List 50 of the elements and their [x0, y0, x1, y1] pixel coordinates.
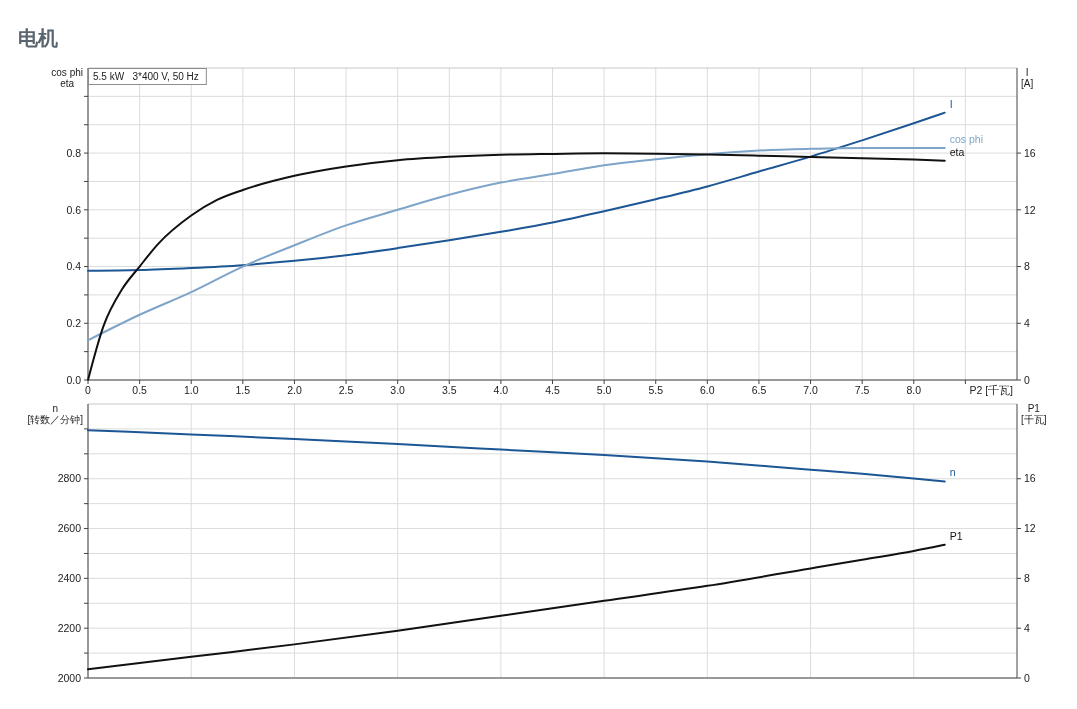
y-tick-label: 0.4: [66, 260, 82, 273]
y2-tick-label: 12: [1024, 522, 1036, 535]
y-tick-label: 0.0: [66, 373, 82, 386]
chart-title: 电机: [18, 27, 58, 49]
series-label: eta: [949, 145, 965, 158]
x-tick-label: 0.5: [132, 384, 148, 396]
x-tick-label: 1.0: [183, 384, 199, 396]
x-tick-label: 4.0: [493, 384, 509, 396]
y2-axis-title: I [A]: [1021, 67, 1034, 89]
y2-tick-label: 12: [1024, 203, 1036, 216]
y2-tick-label: 8: [1024, 260, 1030, 273]
x-tick-label: 5.0: [596, 384, 612, 396]
y-tick-label: 2800: [57, 472, 82, 485]
y-tick-label: 2200: [57, 621, 82, 634]
x-tick-label: 6.0: [700, 384, 715, 396]
annotation: 5.5 kW 3*400 V, 50 Hz: [93, 71, 199, 82]
x-tick-label: 4.5: [545, 384, 560, 396]
y2-tick-label: 4: [1024, 316, 1030, 329]
x-tick-label: 2.0: [287, 384, 302, 396]
x-tick-label: 2.5: [338, 384, 354, 396]
y2-tick-label: 8: [1024, 572, 1030, 585]
x-tick-label: 7.5: [854, 384, 870, 396]
series-label: P1: [949, 529, 963, 542]
y2-axis-title: P1 [千瓦]: [1021, 403, 1047, 425]
y-tick-label: 0.6: [66, 203, 82, 216]
series-label: cos phi: [949, 132, 984, 145]
y-tick-label: 2600: [57, 522, 82, 535]
y2-tick-label: 16: [1024, 472, 1036, 485]
series-label: n: [949, 466, 956, 479]
y-tick-label: 2000: [57, 671, 82, 684]
x-tick-label: 6.5: [751, 384, 767, 396]
x-tick-label: 0: [85, 384, 92, 396]
x-tick-label: 8.0: [906, 384, 922, 396]
note-box: 5.5 kW 3*400 V, 50 Hz: [88, 68, 207, 85]
y2-tick-label: 4: [1024, 621, 1030, 634]
y2-tick-label: 16: [1024, 146, 1036, 159]
x-tick-label: 5.5: [648, 384, 664, 396]
y2-tick-label: 0: [1024, 373, 1030, 386]
x-axis-title: P2 [千瓦]: [969, 384, 1014, 396]
y2-tick-label: 0: [1024, 671, 1030, 684]
y-axis-title: n [转数／分钟]: [27, 403, 84, 425]
y-tick-label: 0.8: [66, 146, 82, 159]
x-tick-label: 1.5: [235, 384, 251, 396]
x-tick-label: 7.0: [803, 384, 819, 396]
y-tick-label: 0.2: [66, 316, 82, 329]
x-tick-label: 3.5: [441, 384, 457, 396]
y-axis-title: cos phi eta: [51, 67, 83, 89]
y-tick-label: 2400: [57, 572, 82, 585]
x-tick-label: 3.0: [390, 384, 406, 396]
series-label: I: [949, 97, 953, 110]
